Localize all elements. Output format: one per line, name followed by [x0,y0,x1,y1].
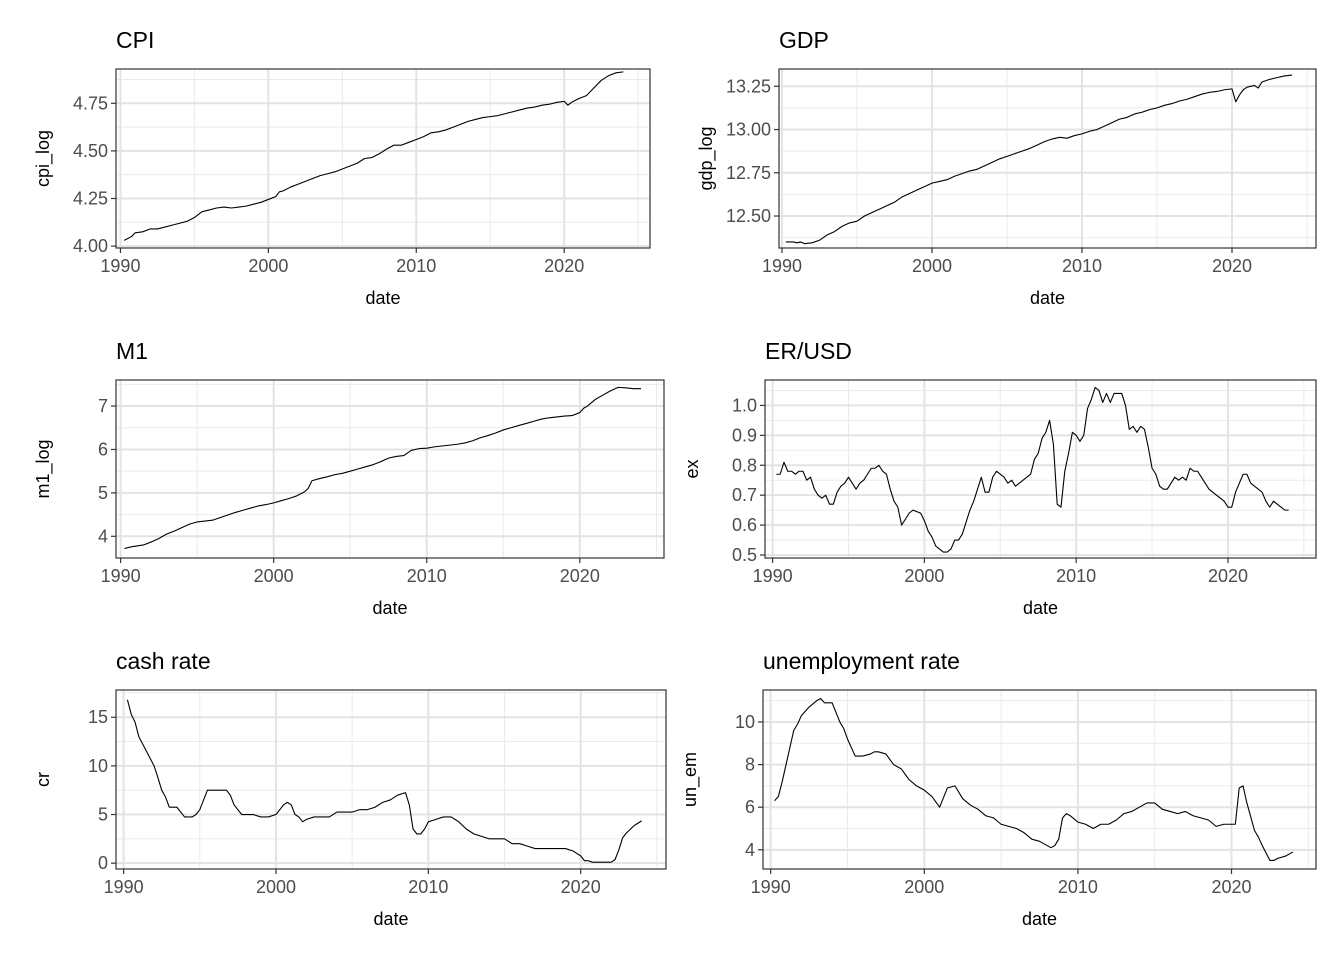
panel-border [115,68,651,249]
panel-title: ER/USD [765,338,852,364]
y-tick-label: 1.0 [732,395,757,415]
y-tick-label: 6 [745,797,755,817]
x-tick-label: 2010 [1062,256,1102,276]
x-tick-label: 2020 [1212,256,1252,276]
x-tick-label: 2000 [256,877,296,897]
series-line [123,71,624,241]
y-tick-label: 10 [88,756,108,776]
y-tick-label: 15 [88,707,108,727]
plot-background [779,69,1316,248]
series-line [126,699,642,863]
x-tick-label: 2020 [561,877,601,897]
x-tick-label: 2010 [407,566,447,586]
series-line [776,386,1289,553]
x-axis-label: date [1030,288,1065,308]
y-tick-label: 13.25 [726,76,771,96]
y-tick-label: 13.00 [726,120,771,140]
y-axis-label: cr [33,772,53,787]
panel-title: unemployment rate [763,648,960,674]
x-axis-label: date [1023,598,1058,618]
y-tick-label: 4 [745,840,755,860]
x-tick-label: 1990 [762,256,802,276]
panel-1: 1990 2000 2010 2020 4.00 4.25 4.50 4.75 CPI date c… [33,27,651,308]
x-tick-label: 2020 [1208,566,1248,586]
y-tick-label: 0.8 [732,455,757,475]
panel-border [115,689,667,870]
y-axis-label: gdp_log [696,126,717,190]
plot-background [765,380,1316,558]
y-tick-label: 4.00 [73,236,108,256]
x-tick-label: 1990 [104,877,144,897]
y-tick-label: 4.75 [73,93,108,113]
x-tick-label: 2000 [248,256,288,276]
y-tick-label: 7 [98,396,108,416]
panel-3: 1990 2000 2010 2020 4 5 6 7 M1 date m1_log [33,338,665,618]
y-tick-label: 8 [745,755,755,775]
plot-background [116,380,664,558]
y-tick-label: 4.25 [73,188,108,208]
panel-border [115,379,665,559]
x-tick-label: 2020 [560,566,600,586]
y-axis-label: un_em [680,752,701,807]
x-tick-label: 2010 [408,877,448,897]
series-line [124,386,642,549]
x-tick-label: 2000 [904,877,944,897]
panel-title: GDP [779,27,829,53]
panel-border [762,689,1317,870]
y-tick-label: 4 [98,526,108,546]
y-tick-label: 4.50 [73,141,108,161]
y-tick-label: 0.5 [732,545,757,565]
x-tick-label: 2010 [396,256,436,276]
y-tick-label: 12.50 [726,206,771,226]
x-tick-label: 1990 [753,566,793,586]
y-tick-label: 0 [98,853,108,873]
panel-4: 1990 2000 2010 2020 0.5 0.6 0.7 0.8 0.9 1.0 ER/USD… [682,338,1317,618]
series-line [774,697,1294,862]
y-axis-label: m1_log [33,439,54,498]
y-tick-label: 10 [735,712,755,732]
x-tick-label: 2010 [1058,877,1098,897]
panel-border [764,379,1317,559]
y-tick-label: 0.9 [732,425,757,445]
x-axis-label: date [372,598,407,618]
y-tick-label: 12.75 [726,163,771,183]
x-tick-label: 2000 [912,256,952,276]
y-tick-label: 6 [98,439,108,459]
x-tick-label: 2010 [1056,566,1096,586]
x-tick-label: 2000 [904,566,944,586]
panel-title: cash rate [116,648,211,674]
x-tick-label: 2020 [544,256,584,276]
panel-5: 1990 2000 2010 2020 0 5 10 15 cash rate date cr [33,648,667,929]
y-tick-label: 0.6 [732,515,757,535]
panel-border [778,68,1317,249]
x-tick-label: 1990 [100,256,140,276]
x-tick-label: 1990 [101,566,141,586]
panel-6: 1990 2000 2010 2020 4 6 8 10 unemployment rate da… [680,648,1317,929]
panel-title: M1 [116,338,148,364]
y-axis-label: cpi_log [33,130,54,187]
x-tick-label: 2000 [254,566,294,586]
panel-title: CPI [116,27,154,53]
x-axis-label: date [365,288,400,308]
x-tick-label: 1990 [751,877,791,897]
x-axis-label: date [1022,909,1057,929]
plot-background [763,690,1316,869]
x-axis-label: date [373,909,408,929]
x-tick-label: 2020 [1211,877,1251,897]
y-axis-label: ex [682,459,702,478]
plot-background [116,69,650,248]
y-tick-label: 5 [98,805,108,825]
series-line [785,74,1293,245]
y-tick-label: 0.7 [732,485,757,505]
panel-2: 1990 2000 2010 2020 12.50 12.75 13.00 13.25 GDP d… [696,27,1317,308]
y-tick-label: 5 [98,483,108,503]
